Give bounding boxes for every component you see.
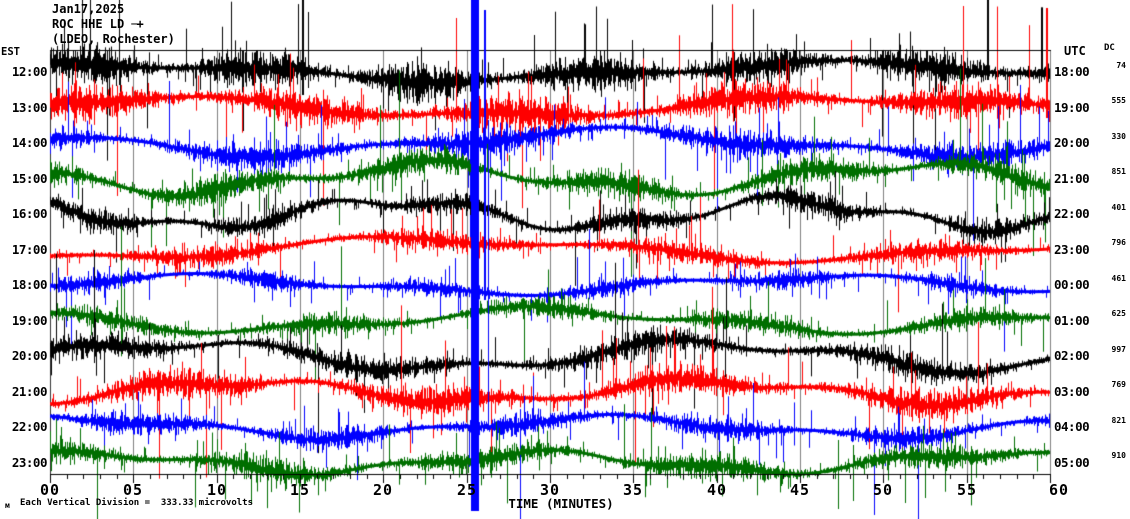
est-time-label: 16:00 (11, 206, 48, 221)
utc-time-label: 03:00 (1054, 384, 1090, 399)
est-time-label: 23:00 (11, 455, 48, 470)
est-time-label: 19:00 (11, 313, 48, 328)
est-time-label: 18:00 (11, 277, 48, 292)
dc-value: 821 (1111, 416, 1126, 425)
dc-value: 461 (1111, 274, 1126, 283)
utc-time-label: 22:00 (1054, 206, 1090, 221)
x-tick-label: 50 (872, 481, 894, 499)
scale-note: Each Vertical Division = 333.33 microvol… (20, 498, 253, 508)
utc-time-label: 18:00 (1054, 64, 1090, 79)
dc-value: 910 (1111, 451, 1126, 460)
trace-start-arrow-icon: ─+ (131, 17, 144, 31)
utc-axis-label: UTC (1064, 44, 1086, 58)
est-axis-label: EST (1, 46, 20, 58)
x-tick-label: 05 (122, 481, 144, 499)
est-time-label: 13:00 (11, 100, 48, 115)
dc-value: 625 (1111, 309, 1126, 318)
dc-value: 555 (1111, 96, 1126, 105)
utc-time-label: 19:00 (1054, 100, 1090, 115)
station-line: ROC HHE LD ─+ (52, 17, 144, 31)
dc-value: 74 (1116, 61, 1126, 70)
est-time-label: 20:00 (11, 348, 48, 363)
x-tick-label: 15 (289, 481, 311, 499)
est-time-label: 21:00 (11, 384, 48, 399)
x-tick-label: 60 (1048, 481, 1070, 499)
dc-column-header: DC (1104, 43, 1115, 53)
est-time-label: 22:00 (11, 419, 48, 434)
utc-time-label: 00:00 (1054, 277, 1090, 292)
x-tick-label: 10 (206, 481, 228, 499)
est-time-label: 12:00 (11, 64, 48, 79)
x-tick-label: 20 (372, 481, 394, 499)
date-label: Jan17,2025 (52, 2, 125, 16)
x-tick-label: 55 (956, 481, 978, 499)
x-tick-label: 30 (539, 481, 561, 499)
dc-value: 401 (1111, 203, 1126, 212)
utc-time-label: 21:00 (1054, 171, 1090, 186)
x-tick-label: 25 (456, 481, 478, 499)
est-time-label: 17:00 (11, 242, 48, 257)
dc-value: 851 (1111, 167, 1126, 176)
affiliation-label: (LDEO, Rochester) (52, 32, 175, 46)
est-time-label: 15:00 (11, 171, 48, 186)
x-tick-label: 00 (39, 481, 61, 499)
dc-value: 796 (1111, 238, 1126, 247)
est-time-label: 14:00 (11, 135, 48, 150)
utc-time-label: 02:00 (1054, 348, 1090, 363)
dc-value: 330 (1111, 132, 1126, 141)
watermark-glyph: м (5, 501, 10, 510)
x-axis-title: TIME (MINUTES) (508, 496, 614, 511)
utc-time-label: 05:00 (1054, 455, 1090, 470)
x-tick-label: 35 (622, 481, 644, 499)
dc-value: 997 (1111, 345, 1126, 354)
utc-time-label: 23:00 (1054, 242, 1090, 257)
utc-time-label: 01:00 (1054, 313, 1090, 328)
x-tick-label: 40 (706, 481, 728, 499)
utc-time-label: 20:00 (1054, 135, 1090, 150)
station-label: ROC HHE LD (52, 17, 125, 31)
utc-time-label: 04:00 (1054, 419, 1090, 434)
x-tick-label: 45 (789, 481, 811, 499)
dc-value: 769 (1111, 380, 1126, 389)
